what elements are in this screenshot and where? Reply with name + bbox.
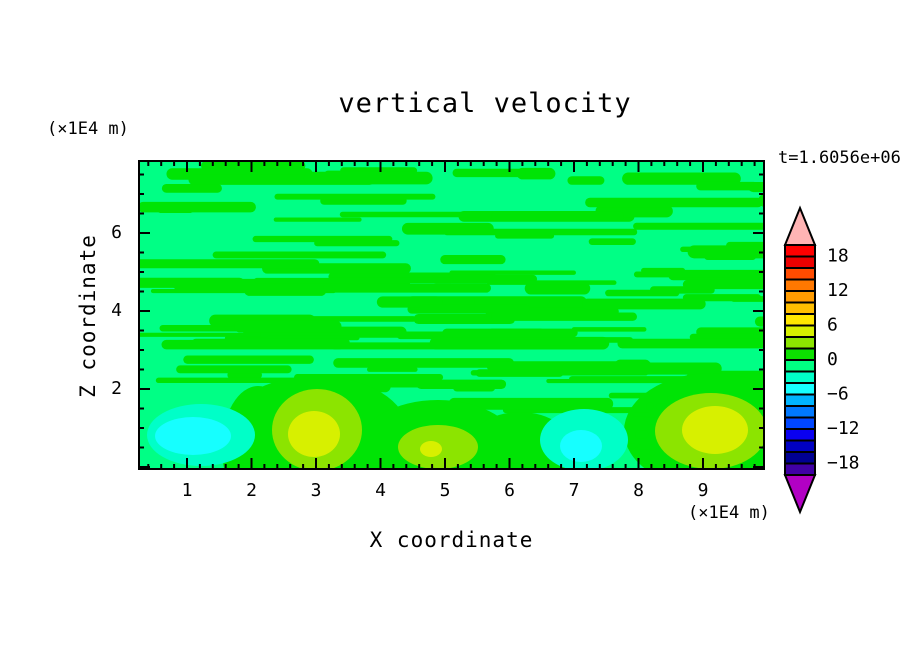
chart-title: vertical velocity — [338, 88, 632, 119]
x-tick-label: 6 — [504, 480, 515, 501]
time-annotation: t=1.6056e+06 — [778, 148, 901, 168]
colorbar-tick-label: −6 — [827, 384, 849, 405]
x-tick-label: 1 — [181, 480, 193, 501]
colorbar-tick-label: 12 — [827, 280, 849, 301]
z-tick-label: 4 — [111, 300, 122, 321]
contour-plot-area — [138, 160, 765, 470]
x-tick-label: 9 — [697, 480, 709, 501]
x-axis-label: X coordinate — [369, 528, 534, 552]
x-tick-label: 4 — [375, 480, 386, 501]
colorbar-tick-label: −18 — [827, 453, 860, 474]
colorbar: 18 12 6 0 −6 −12 −18 — [783, 205, 860, 515]
colorbar-tick-label: 18 — [827, 246, 849, 267]
z-axis-unit-label: (×1E4 m) — [47, 119, 129, 139]
colorbar-tick-label: 6 — [827, 315, 838, 336]
x-tick-label: 3 — [310, 480, 322, 501]
colorbar-tick-label: −12 — [827, 418, 860, 439]
z-tick-label: 6 — [111, 222, 122, 243]
x-tick-label: 7 — [568, 480, 580, 501]
x-tick-label: 5 — [439, 480, 451, 501]
x-tick-label: 2 — [246, 480, 257, 501]
z-tick-label: 2 — [111, 378, 122, 399]
x-tick-label: 8 — [633, 480, 644, 501]
x-axis-tick-labels: 1 2 3 4 5 6 7 8 9 — [138, 480, 765, 502]
x-axis-unit-label: (×1E4 m) — [688, 503, 770, 523]
z-axis-tick-labels: 6 4 2 — [0, 160, 130, 470]
colorbar-tick-label: 0 — [827, 349, 838, 370]
